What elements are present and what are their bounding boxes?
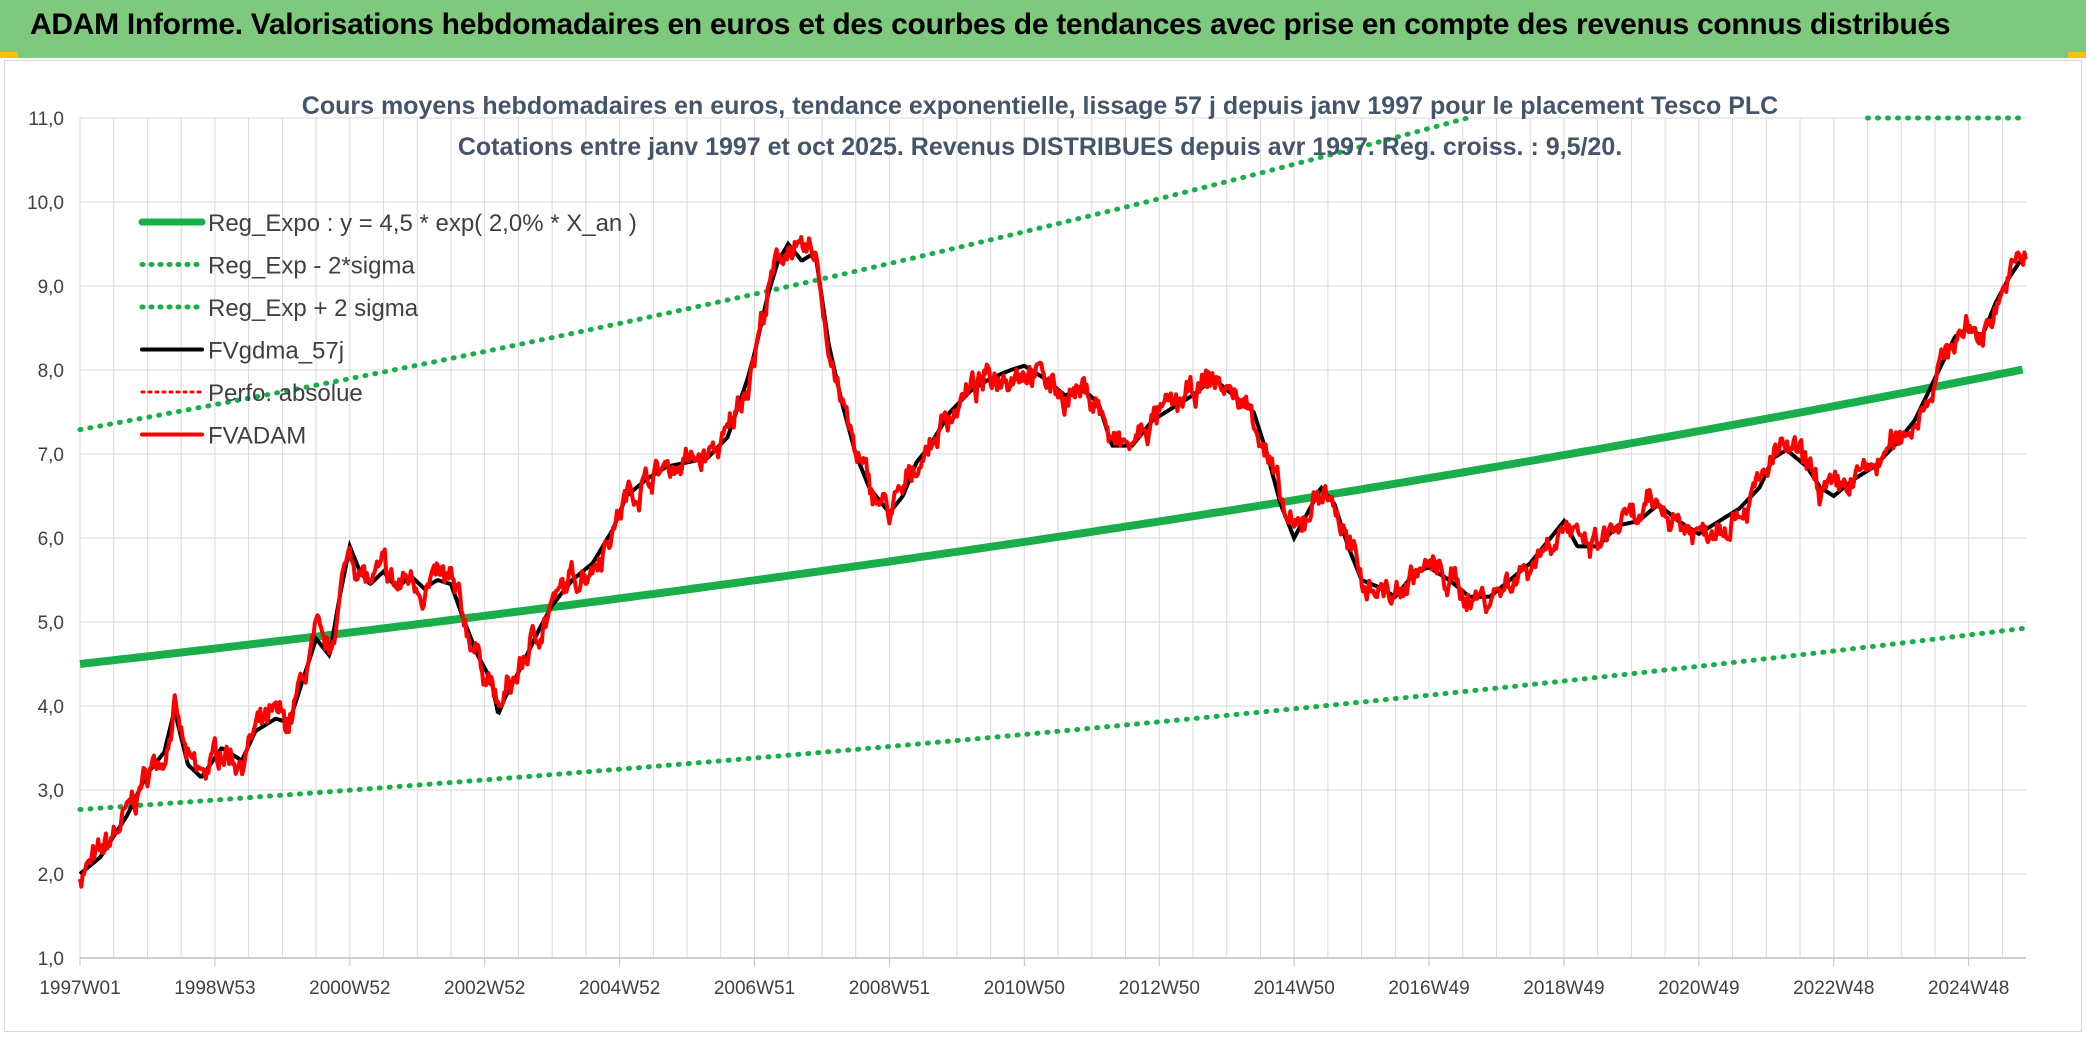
legend-label: FVADAM [208, 423, 306, 450]
x-tick-label: 2008W51 [849, 978, 930, 999]
reg-upper-line [77, 114, 1472, 433]
y-tick-label: 8,0 [38, 361, 64, 382]
y-tick-label: 3,0 [38, 781, 64, 802]
x-tick-label: 2000W52 [309, 978, 390, 999]
y-tick-label: 10,0 [27, 193, 64, 214]
fv-adam-line [78, 235, 2028, 889]
legend-label: Reg_Expo : y = 4,5 * exp( 2,0% * X_an ) [208, 210, 637, 237]
x-tick-label: 2012W50 [1119, 978, 1200, 999]
x-tick-label: 2006W51 [714, 978, 795, 999]
x-tick-label: 2018W49 [1523, 978, 1604, 999]
legend-label: Reg_Exp + 2 sigma [208, 295, 419, 322]
reg-expo-line [79, 365, 2024, 668]
y-tick-label: 6,0 [38, 529, 64, 550]
chart-title-line-1: Cours moyens hebdomadaires en euros, ten… [302, 92, 1778, 120]
x-tick-label: 2014W50 [1253, 978, 1334, 999]
x-tick-label: 2022W48 [1793, 978, 1874, 999]
y-tick-label: 11,0 [28, 109, 64, 130]
chart-title-line-2: Cotations entre janv 1997 et oct 2025. R… [458, 133, 1622, 161]
x-tick-label: 2004W52 [579, 978, 660, 999]
legend-label: FVgdma_57j [208, 338, 344, 365]
series [77, 114, 2029, 889]
x-tick-label: 2010W50 [984, 978, 1065, 999]
x-tick-label: 2002W52 [444, 978, 525, 999]
y-tick-label: 2,0 [38, 865, 64, 886]
y-tick-label: 5,0 [38, 613, 64, 634]
y-tick-label: 4,0 [38, 697, 64, 718]
x-tick-label: 1998W53 [174, 978, 255, 999]
x-tick-label: 2020W49 [1658, 978, 1739, 999]
header-title: ADAM Informe. Valorisations hebdomadaire… [30, 8, 1951, 41]
y-tick-label: 7,0 [38, 445, 64, 466]
header-corner-left [0, 52, 18, 58]
fv-gdma-line [78, 240, 2028, 876]
legend-label: Perfo. absolue [208, 380, 363, 407]
x-tick-label: 2024W48 [1928, 978, 2009, 999]
x-tick-label: 2016W49 [1388, 978, 1469, 999]
header-corner-right [2068, 52, 2086, 58]
y-axis-ticks: 1,0 2,0 3,0 4,0 5,0 6,0 7,0 8,0 9,0 10,0 11,0 [27, 109, 64, 970]
x-tick-label: 1997W01 [39, 978, 120, 999]
header-bar: ADAM Informe. Valorisations hebdomadaire… [0, 0, 2086, 58]
y-tick-label: 1,0 [38, 949, 64, 970]
chart-frame [4, 60, 2082, 1032]
y-tick-label: 9,0 [38, 277, 64, 298]
reg-lower-line [77, 626, 2026, 812]
x-axis-ticks: 1997W01 1998W53 2000W52 2002W52 2004W52 2006W… [39, 958, 2009, 999]
legend: Reg_Expo : y = 4,5 * exp( 2,0% * X_an ) R… [138, 210, 637, 450]
legend-label: Reg_Exp - 2*sigma [208, 253, 415, 280]
